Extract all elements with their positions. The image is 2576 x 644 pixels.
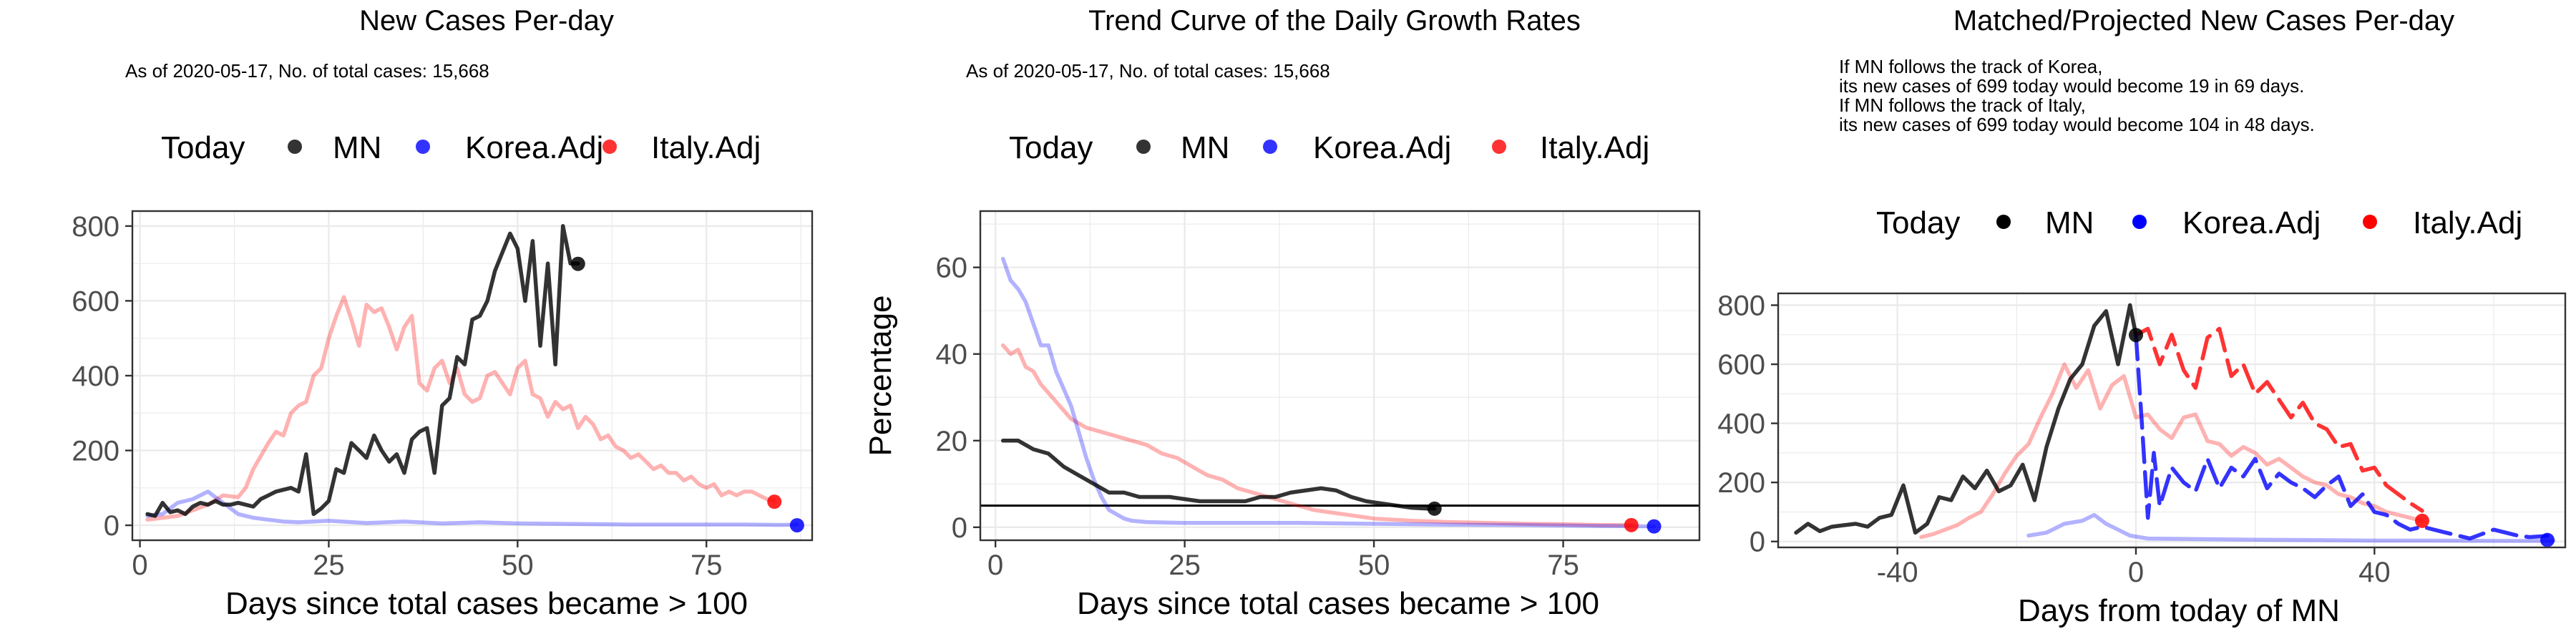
y-tick-label: 600: [72, 286, 119, 317]
legend-title: Today: [161, 130, 245, 165]
y-tick-label: 0: [104, 510, 119, 542]
x-tick-label: 25: [313, 550, 345, 581]
legend-marker: [288, 140, 302, 154]
today-point-italy-adj: [767, 494, 782, 509]
annotation-line: If MN follows the track of Korea,: [1839, 56, 2102, 77]
chart-3: Matched/Projected New Cases Per-day If MN…: [1717, 5, 2567, 628]
panel-border: [1777, 292, 2567, 549]
chart-title: Matched/Projected New Cases Per-day: [1953, 5, 2454, 36]
chart-2: Trend Curve of the Daily Growth Rates As …: [863, 5, 1701, 621]
legend-marker: [2363, 215, 2377, 229]
series-line-italy-adj: [1000, 343, 1634, 527]
series-line-korea-adj-projected-: [2134, 333, 2550, 541]
y-tick-label: 600: [1717, 349, 1765, 381]
legend-label: MN: [1181, 130, 1229, 165]
grid: [1777, 293, 2565, 547]
y-tick-label: 0: [1750, 527, 1765, 558]
x-axis-label: Days since total cases became > 100: [1077, 586, 1599, 621]
legend-marker: [1136, 140, 1151, 154]
series-line-korea-adj-matched-: [2026, 512, 2556, 543]
annotation-line: its new cases of 699 today would become …: [1839, 114, 2315, 135]
x-tick-label: 25: [1169, 550, 1201, 581]
y-tick-label: 200: [1717, 467, 1765, 499]
legend-marker: [602, 140, 617, 154]
series-line-korea-adj: [145, 489, 799, 527]
legend-title: Today: [1009, 130, 1093, 165]
y-tick-label: 40: [936, 339, 968, 371]
legend-marker: [1996, 215, 2011, 229]
y-tick-label: 60: [936, 253, 968, 284]
x-axis-label: Days since total cases became > 100: [225, 586, 748, 621]
x-tick-label: 0: [987, 550, 1003, 581]
today-point-korea-adj: [789, 518, 804, 533]
today-point-mn: [1427, 501, 1442, 516]
today-point-italy-adj: [2415, 513, 2429, 528]
series-line-mn: [145, 224, 580, 518]
today-point-mn: [570, 256, 585, 271]
today-point-italy-adj: [1624, 517, 1639, 532]
legend-label: Italy.Adj: [651, 130, 761, 165]
chart-subtitle: As of 2020-05-17, No. of total cases: 15…: [966, 60, 1330, 82]
chart-title: Trend Curve of the Daily Growth Rates: [1088, 5, 1581, 36]
chart-subtitle: As of 2020-05-17, No. of total cases: 15…: [125, 60, 489, 82]
x-axis-label: Days from today of MN: [2018, 593, 2340, 628]
legend-label: Korea.Adj: [1313, 130, 1451, 165]
legend-marker: [1492, 140, 1506, 154]
annotation-line: If MN follows the track of Italy,: [1839, 94, 2086, 116]
chart-1: New Cases Per-day As of 2020-05-17, No. o…: [72, 5, 814, 621]
legend-label: Italy.Adj: [2413, 205, 2522, 240]
series-line-mn: [1794, 303, 2138, 535]
y-tick-label: 20: [936, 426, 968, 457]
chart-title: New Cases Per-day: [359, 5, 614, 36]
y-tick-label: 0: [952, 512, 967, 544]
y-tick-label: 400: [72, 361, 119, 392]
x-tick-label: -40: [1877, 557, 1918, 588]
today-point-korea-adj: [1646, 519, 1662, 534]
x-tick-label: 0: [132, 550, 147, 581]
legend-marker: [1263, 140, 1277, 154]
x-tick-label: 40: [2358, 557, 2391, 588]
x-tick-label: 50: [502, 550, 534, 581]
y-axis-label: Percentage: [863, 295, 898, 456]
legend-marker: [2132, 215, 2147, 229]
today-point-mn: [2129, 328, 2143, 343]
legend-label: MN: [333, 130, 381, 165]
x-tick-label: 75: [1547, 550, 1579, 581]
series-line-italy-adj-matched-: [1919, 362, 2424, 540]
y-tick-label: 800: [1717, 291, 1765, 322]
y-tick-label: 400: [1717, 409, 1765, 440]
legend-label: MN: [2045, 205, 2094, 240]
x-tick-label: 50: [1358, 550, 1390, 581]
annotation-line: its new cases of 699 today would become …: [1839, 75, 2304, 97]
series-line-mn: [1000, 439, 1437, 511]
x-tick-label: 75: [691, 550, 723, 581]
legend-marker: [416, 140, 430, 154]
grid: [980, 211, 1699, 540]
x-tick-label: 0: [2128, 557, 2144, 588]
legend-label: Korea.Adj: [465, 130, 603, 165]
legend-title: Today: [1876, 205, 1960, 240]
grid: [132, 211, 812, 540]
series-line-korea-adj: [1000, 256, 1657, 529]
series-line-italy-adj: [145, 295, 776, 522]
y-tick-label: 200: [72, 436, 119, 467]
series-line-italy-adj-projected-: [2134, 326, 2424, 513]
today-point-korea-adj: [2540, 532, 2555, 547]
legend-label: Korea.Adj: [2182, 205, 2321, 240]
legend-label: Italy.Adj: [1540, 130, 1649, 165]
y-tick-label: 800: [72, 211, 119, 243]
panel-border: [979, 210, 1701, 542]
